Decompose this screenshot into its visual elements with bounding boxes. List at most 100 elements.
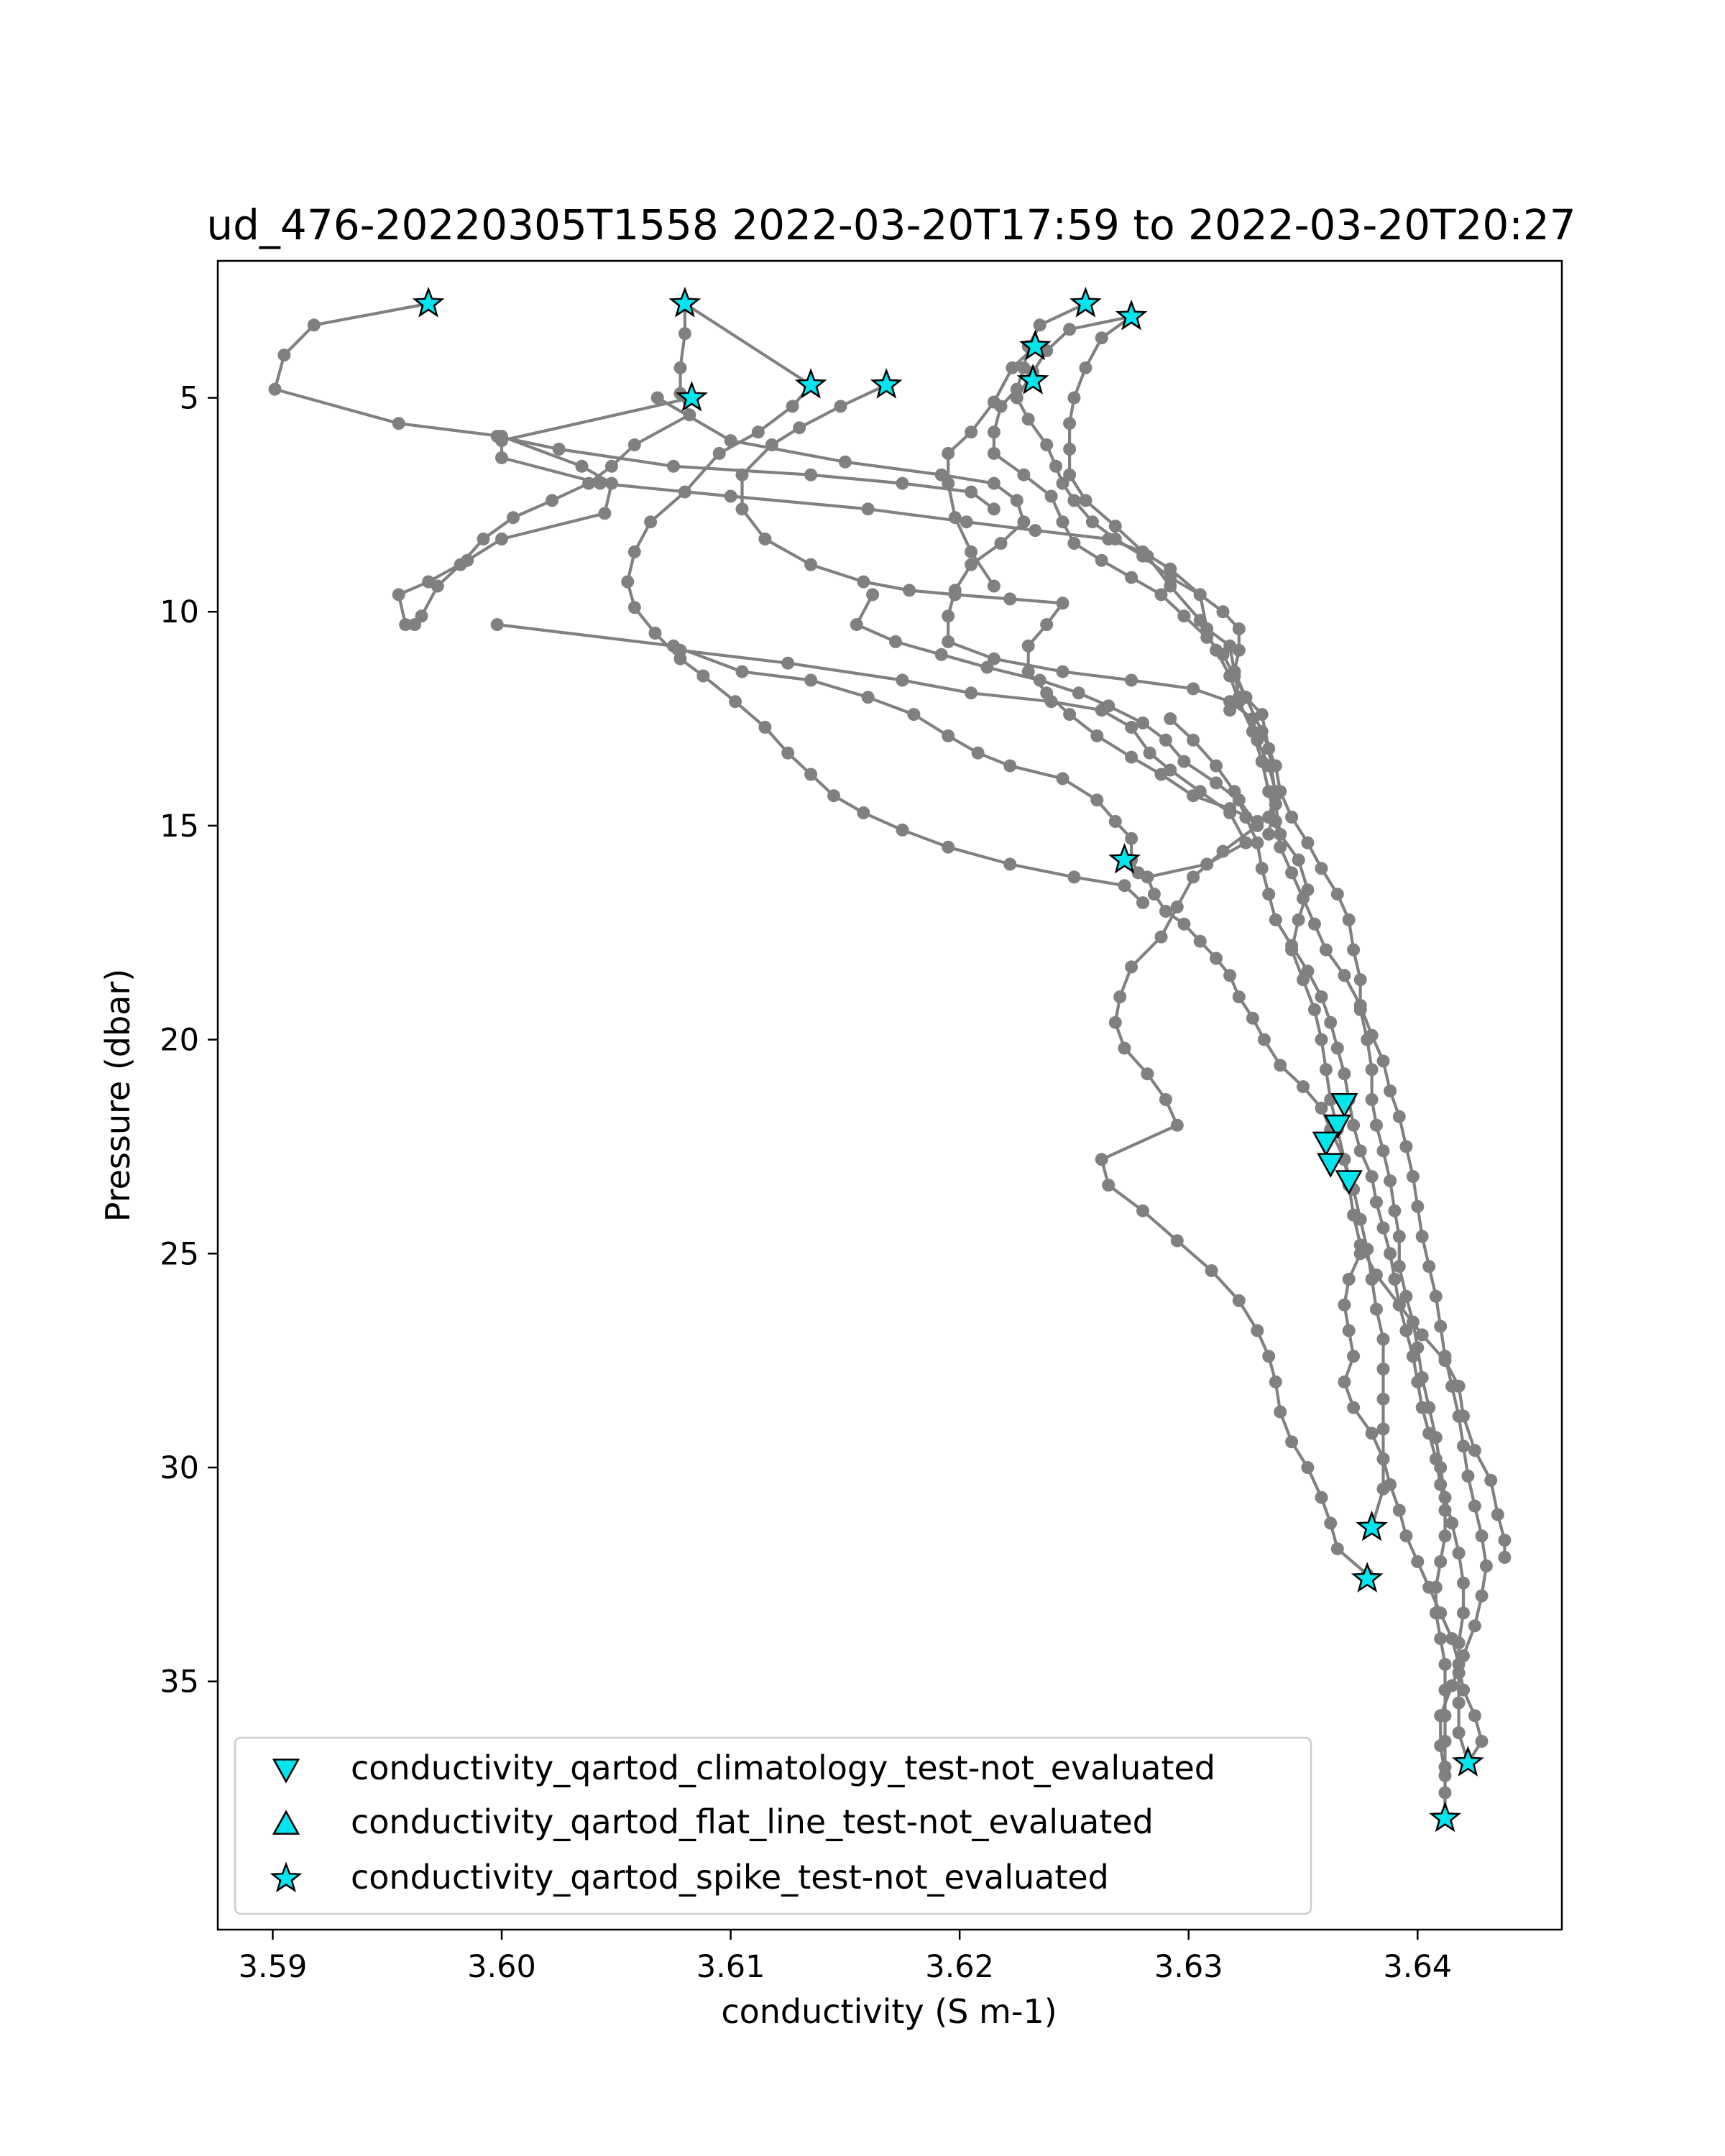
- data-point: [1063, 323, 1077, 336]
- data-point: [1154, 930, 1168, 944]
- data-point: [1468, 1619, 1481, 1633]
- data-point: [1498, 1534, 1512, 1547]
- data-point: [392, 417, 405, 430]
- data-point: [1147, 888, 1161, 901]
- data-point: [1388, 1273, 1402, 1286]
- data-point: [1468, 1499, 1481, 1513]
- data-point: [1347, 1401, 1361, 1414]
- data-point: [735, 468, 749, 482]
- data-point: [1164, 579, 1177, 593]
- y-tick-label: 35: [160, 1664, 199, 1700]
- data-point: [1347, 1350, 1361, 1363]
- data-point: [1353, 973, 1367, 987]
- data-point: [1141, 870, 1154, 884]
- data-point: [1330, 1041, 1344, 1055]
- x-tick-label: 3.62: [925, 1949, 994, 1985]
- data-point: [1010, 391, 1024, 405]
- data-point: [965, 558, 978, 571]
- data-point: [994, 537, 1008, 550]
- data-point: [1125, 571, 1138, 584]
- data-point: [1210, 643, 1223, 657]
- data-point: [1118, 879, 1131, 893]
- data-point: [1297, 1080, 1310, 1094]
- data-point: [850, 618, 863, 632]
- data-point: [1438, 1683, 1452, 1697]
- data-point: [1438, 1350, 1452, 1363]
- data-point: [1159, 905, 1172, 918]
- data-point: [1392, 1110, 1406, 1123]
- data-point: [673, 652, 687, 665]
- data-point: [621, 575, 635, 589]
- spike-flag-marker: [1356, 1510, 1388, 1542]
- data-point: [307, 318, 321, 332]
- y-axis-label: Pressure (dbar): [98, 969, 137, 1222]
- data-point: [1118, 1041, 1131, 1055]
- data-point: [1342, 1273, 1356, 1286]
- data-point: [1079, 494, 1092, 507]
- data-point: [1232, 1294, 1246, 1307]
- data-point: [1164, 712, 1177, 726]
- data-point: [1315, 1101, 1328, 1115]
- data-point: [1193, 588, 1207, 602]
- data-point: [454, 558, 467, 571]
- data-point: [1003, 759, 1017, 773]
- data-point: [980, 660, 994, 674]
- data-point: [1170, 900, 1184, 913]
- data-point: [1411, 1375, 1425, 1388]
- y-tick-label: 25: [160, 1236, 199, 1272]
- data-point: [712, 446, 726, 460]
- data-point: [1376, 1392, 1390, 1406]
- plot-frame: [216, 259, 1563, 1931]
- data-point: [1125, 721, 1138, 734]
- data-point: [1365, 1170, 1379, 1184]
- data-point: [1445, 1632, 1459, 1646]
- data-point: [1216, 605, 1230, 619]
- data-point: [934, 648, 948, 661]
- data-point: [1251, 836, 1264, 849]
- data-point: [1468, 1709, 1481, 1723]
- data-point: [650, 391, 664, 405]
- spike-flag-marker: [1070, 286, 1102, 318]
- data-point: [594, 476, 607, 490]
- data-point: [1223, 802, 1237, 816]
- data-point: [1292, 853, 1305, 867]
- data-point: [1262, 888, 1276, 901]
- data-point: [1411, 1555, 1425, 1568]
- data-point: [1315, 1491, 1328, 1504]
- data-point: [1438, 1735, 1452, 1748]
- data-point: [1102, 1179, 1116, 1192]
- data-point: [1269, 798, 1282, 811]
- data-point: [1429, 1289, 1443, 1303]
- data-point: [1479, 1559, 1493, 1572]
- spike-flag-marker: [1108, 842, 1141, 874]
- x-axis: 3.59 3.60 3.61 3.62 3.63 3.64: [239, 1930, 1452, 1985]
- data-point: [1452, 1696, 1466, 1710]
- data-point: [1143, 746, 1156, 760]
- data-point: [1125, 673, 1138, 687]
- data-point: [1262, 1350, 1276, 1363]
- data-point: [1228, 785, 1241, 798]
- data-point: [604, 476, 618, 490]
- data-point: [1491, 1508, 1504, 1521]
- data-point: [1452, 1726, 1466, 1740]
- data-point: [948, 584, 962, 597]
- data-point: [582, 476, 596, 490]
- data-point: [729, 695, 742, 709]
- spike-flag-marker: [1452, 1746, 1484, 1777]
- data-point: [942, 729, 955, 742]
- data-point: [1353, 1144, 1367, 1158]
- data-point: [1434, 1478, 1448, 1491]
- data-point: [1108, 1015, 1122, 1029]
- data-point: [1017, 468, 1031, 482]
- data-point: [1484, 1473, 1498, 1487]
- plot-markers: [268, 297, 1512, 1825]
- data-point: [781, 746, 795, 760]
- data-point: [1307, 917, 1321, 931]
- data-point: [1438, 1491, 1452, 1504]
- data-point: [546, 494, 559, 507]
- data-point: [1468, 1444, 1481, 1457]
- data-point: [1108, 815, 1122, 828]
- data-point: [1141, 549, 1154, 563]
- data-point: [1342, 913, 1356, 926]
